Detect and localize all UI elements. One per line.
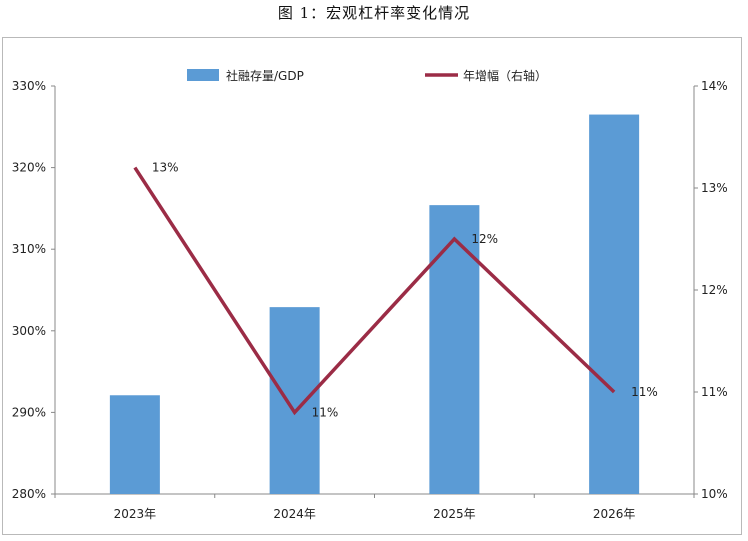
legend-swatch-bar <box>187 69 219 81</box>
line-data-label: 11% <box>631 385 658 399</box>
figure-title: 图 1：宏观杠杆率变化情况 <box>277 4 471 22</box>
right-tick-label: 12% <box>701 283 728 297</box>
right-tick-label: 10% <box>701 487 728 501</box>
bar <box>429 205 480 495</box>
left-tick-label: 290% <box>12 405 46 419</box>
bar <box>109 395 160 494</box>
x-tick-label: 2023年 <box>114 507 157 521</box>
growth-line <box>133 166 616 416</box>
x-tick-label: 2025年 <box>433 507 476 521</box>
line-data-label: 13% <box>152 161 179 175</box>
left-tick-label: 330% <box>12 79 46 93</box>
line-data-label: 11% <box>312 405 339 419</box>
x-tick-label: 2024年 <box>273 507 316 521</box>
left-tick-label: 300% <box>12 324 46 338</box>
left-tick-label: 310% <box>12 242 46 256</box>
right-tick-label: 13% <box>701 181 728 195</box>
line-data-label: 12% <box>471 232 498 246</box>
legend-label-line: 年增幅（右轴） <box>463 68 547 83</box>
chart-frame <box>2 37 742 535</box>
legend-label-bar: 社融存量/GDP <box>226 68 304 83</box>
left-tick-label: 320% <box>12 161 46 175</box>
left-tick-label: 280% <box>12 487 46 501</box>
right-tick-label: 14% <box>701 79 728 93</box>
bar <box>269 307 320 494</box>
bar <box>589 114 640 494</box>
right-tick-label: 11% <box>701 385 728 399</box>
x-tick-label: 2026年 <box>593 507 636 521</box>
